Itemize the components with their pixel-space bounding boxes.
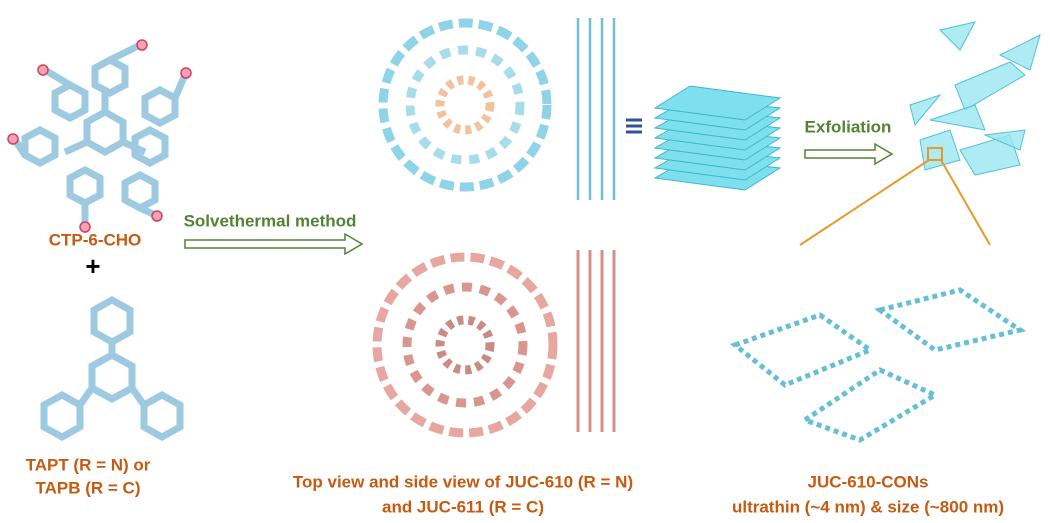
amine-molecule <box>40 295 184 442</box>
framework-bottom-side <box>576 250 616 432</box>
layer-stack <box>653 85 782 191</box>
framework-top-view <box>378 18 552 192</box>
equivalent-sign <box>626 118 642 134</box>
amine-label: TAPT (R = N) or <box>26 455 151 474</box>
nanosheets <box>729 287 1027 443</box>
framework-bottom-view <box>372 252 558 438</box>
exfoliation-label: Exfoliation <box>805 117 892 136</box>
amine-label: TAPB (R = C) <box>36 478 141 497</box>
nanosheet-caption: ultrathin (~4 nm) & size (~800 nm) <box>732 497 1004 516</box>
synthesis-label: Solvethermal method <box>184 211 357 230</box>
zoom-line <box>940 159 991 246</box>
zoom-box <box>927 147 943 161</box>
framework-caption: Top view and side view of JUC-610 (R = N… <box>293 472 633 491</box>
exfoliated-flakes <box>909 21 1041 176</box>
aldehyde-molecule <box>12 41 189 225</box>
exfoliation-arrow <box>804 142 894 166</box>
oxygen-atoms <box>7 39 192 233</box>
aldehyde-label: CTP-6-CHO <box>49 230 142 249</box>
zoom-line <box>799 159 930 246</box>
plus-sign: + <box>85 251 100 281</box>
nanosheet-caption: JUC-610-CONs <box>808 472 929 491</box>
framework-caption: and JUC-611 (R = C) <box>382 497 544 516</box>
framework-side-view <box>576 18 616 200</box>
synthesis-arrow <box>184 232 364 256</box>
